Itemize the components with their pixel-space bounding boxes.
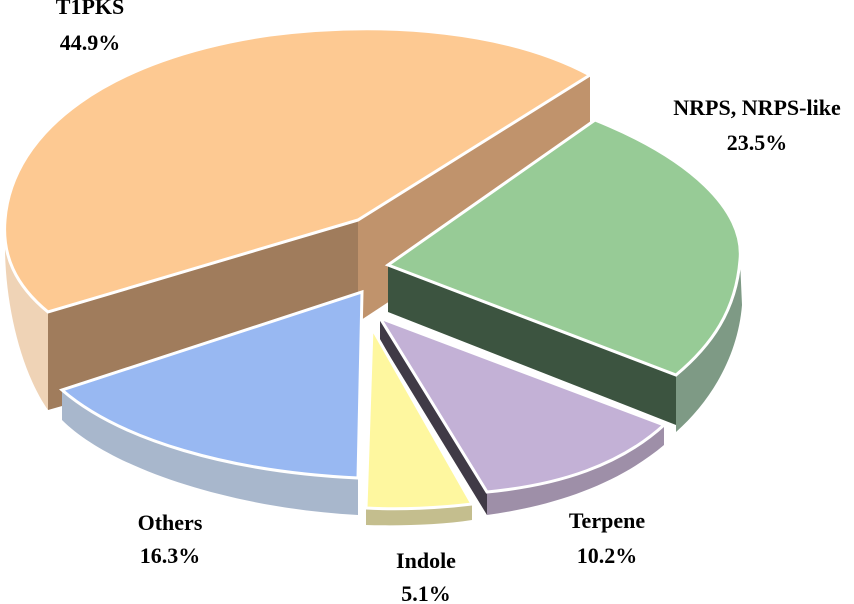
- slice-indole-top: [364, 322, 475, 511]
- slice-terpene-side: [487, 425, 664, 515]
- slice-t1pks-wall-left: [48, 220, 358, 410]
- slice-terpene-wall: [380, 318, 487, 515]
- slice-terpene-top: [376, 315, 667, 494]
- label-others-name: Others: [138, 510, 203, 535]
- label-indole-name: Indole: [396, 548, 456, 573]
- label-others-value: 16.3%: [140, 543, 201, 568]
- slice-others: [59, 289, 364, 515]
- slice-t1pks-side: [4, 240, 49, 410]
- slice-t1pks: [3, 27, 593, 410]
- slice-nrps: [384, 118, 742, 432]
- slice-others-top: [59, 289, 364, 480]
- label-terpene-name: Terpene: [569, 508, 645, 533]
- slice-nrps-wall: [388, 265, 676, 425]
- label-t1pks-value: 44.9%: [60, 30, 121, 55]
- slice-t1pks-top: [3, 27, 593, 314]
- slice-others-side: [62, 390, 358, 515]
- slice-nrps-top: [384, 118, 742, 377]
- label-t1pks-name: T1PKS: [56, 0, 124, 19]
- label-nrps-name: NRPS, NRPS-like: [673, 95, 841, 120]
- label-terpene-value: 10.2%: [577, 543, 638, 568]
- slice-indole: [364, 322, 475, 526]
- slice-nrps-side: [676, 260, 742, 432]
- label-nrps-value: 23.5%: [727, 130, 788, 155]
- slice-terpene: [376, 315, 667, 515]
- label-indole-value: 5.1%: [401, 581, 451, 604]
